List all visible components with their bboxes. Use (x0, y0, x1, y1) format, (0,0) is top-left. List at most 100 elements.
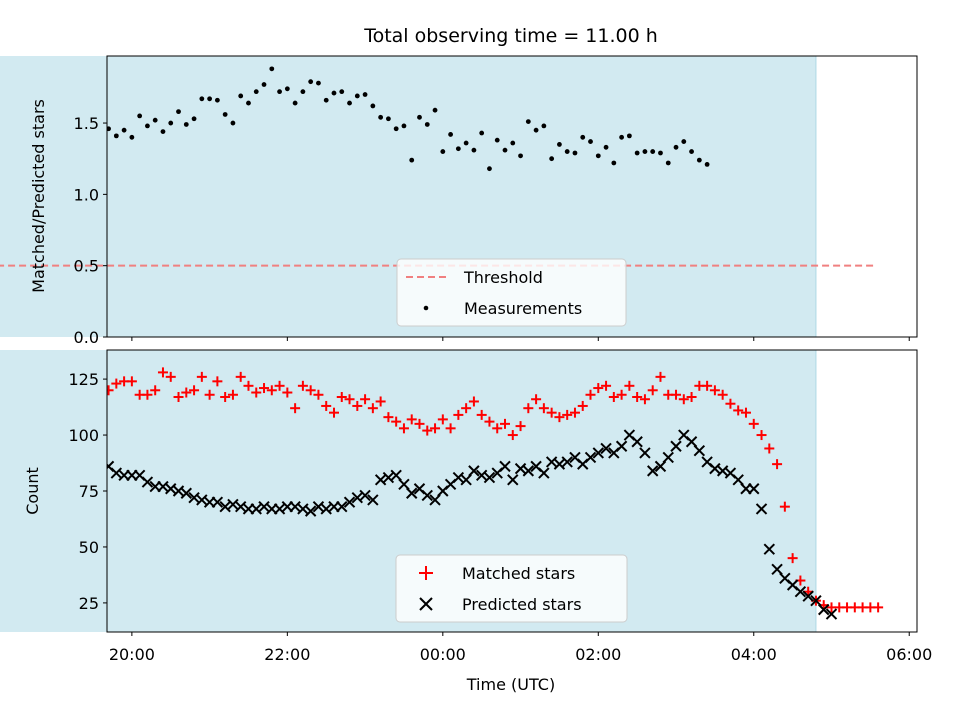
matched-star-point (259, 383, 270, 394)
measurement-point (191, 116, 197, 122)
measurement-point (440, 149, 446, 154)
matched-star-point (235, 371, 246, 382)
predicted-star-point (615, 440, 628, 452)
matched-star-point (360, 394, 371, 405)
measurement-point (650, 149, 656, 154)
matched-star-point (678, 394, 689, 405)
measurement-point (113, 133, 119, 139)
chart-title: Total observing time = 11.00 h (363, 25, 658, 47)
measurement-point (525, 119, 531, 125)
predicted-star-point (141, 476, 154, 488)
predicted-star-point (709, 462, 721, 475)
matched-star-point (437, 414, 448, 425)
predicted-star-point (188, 492, 200, 504)
measurement-point (704, 162, 710, 167)
measurement-point (277, 89, 282, 95)
predicted-star-point (818, 603, 830, 616)
matched-star-point (344, 394, 355, 405)
measurement-point (370, 103, 376, 109)
measurement-point (541, 123, 547, 129)
measurement-point (603, 144, 609, 150)
matched-star-point (624, 380, 635, 391)
matched-star-point (787, 553, 798, 564)
predicted-star-point (421, 489, 433, 502)
matched-star-point (748, 418, 759, 429)
matched-star-point (150, 385, 161, 396)
matched-star-point (671, 389, 682, 400)
bottom-plot-legend-box (395, 554, 628, 623)
measurement-point (696, 157, 702, 163)
measurement-point (176, 109, 181, 115)
predicted-star-point (211, 496, 224, 508)
matched-star-point (367, 403, 378, 414)
predicted-star-point (538, 467, 550, 479)
matched-star-point (352, 400, 363, 411)
predicted-star-point (374, 474, 387, 486)
measurement-point (595, 153, 601, 159)
matched-star-point (601, 380, 612, 391)
predicted-star-point (110, 467, 123, 479)
matched-star-point (756, 430, 767, 441)
measurement-point (393, 126, 399, 132)
predicted-star-point (227, 498, 239, 511)
top-plot-y-axis-label: Matched/Predicted stars (29, 99, 48, 293)
measurement-point (518, 153, 523, 159)
legend-predicted-swatch (419, 597, 433, 611)
matched-star-point (251, 387, 262, 398)
matched-star-point (733, 405, 744, 416)
matched-star-point (492, 423, 503, 434)
matched-star-point (336, 392, 347, 402)
y-tick-label: 25 (79, 594, 99, 613)
measurement-point (129, 134, 135, 140)
predicted-star-point (646, 465, 659, 477)
matched-star-point (569, 407, 580, 418)
x-tick-label: 00:00 (420, 645, 466, 664)
predicted-star-point (273, 503, 286, 515)
matched-star-point (702, 380, 713, 391)
y-tick-label: 125 (68, 370, 99, 389)
predicted-star-point (771, 563, 783, 576)
matched-star-point (468, 396, 479, 407)
top-plot: 0.0 0.5 1.0 1.5 Matched/Predicted stars Thr… (0, 55, 918, 347)
predicted-star-point (670, 440, 682, 452)
top-plot-frame (106, 55, 918, 338)
matched-star-point (196, 371, 207, 382)
bottom-plot-legend: Matched stars Predicted stars (395, 554, 628, 623)
measurement-point (222, 112, 228, 117)
x-tick-label: 22:00 (264, 645, 310, 664)
measurement-point (137, 113, 143, 119)
predicted-star-point (685, 436, 698, 448)
measurement-point (230, 120, 236, 126)
predicted-star-point (561, 456, 573, 468)
predicted-star-point (258, 500, 270, 513)
matched-star-point (725, 398, 736, 409)
measurement-point (300, 89, 306, 95)
predicted-star-point (382, 471, 395, 484)
matched-star-point (165, 371, 176, 382)
matched-star-point (577, 400, 588, 411)
predicted-star-point (359, 489, 371, 502)
predicted-star-point (343, 496, 356, 508)
measurement-point (619, 134, 625, 140)
measurement-point (199, 96, 205, 102)
measurement-point (308, 79, 314, 85)
matched-star-point (414, 418, 425, 429)
predicted-star-point (732, 474, 744, 486)
measurement-point (323, 97, 329, 103)
matched-star-point (554, 412, 565, 423)
measurement-point (557, 142, 562, 147)
predicted-star-point (716, 465, 729, 477)
measurement-point (463, 140, 469, 146)
matched-star-point (204, 389, 215, 400)
predicted-star-point (483, 471, 496, 484)
measurement-point (494, 137, 500, 143)
matched-star-point (445, 423, 456, 434)
predicted-star-point (600, 442, 612, 455)
matched-star-point (717, 389, 728, 400)
y-tick-label: 75 (79, 482, 99, 501)
measurement-point (339, 89, 345, 95)
measurement-point (580, 134, 586, 140)
measurement-point (152, 117, 158, 123)
measurement-point (424, 122, 430, 127)
matched-star-point (461, 403, 472, 414)
